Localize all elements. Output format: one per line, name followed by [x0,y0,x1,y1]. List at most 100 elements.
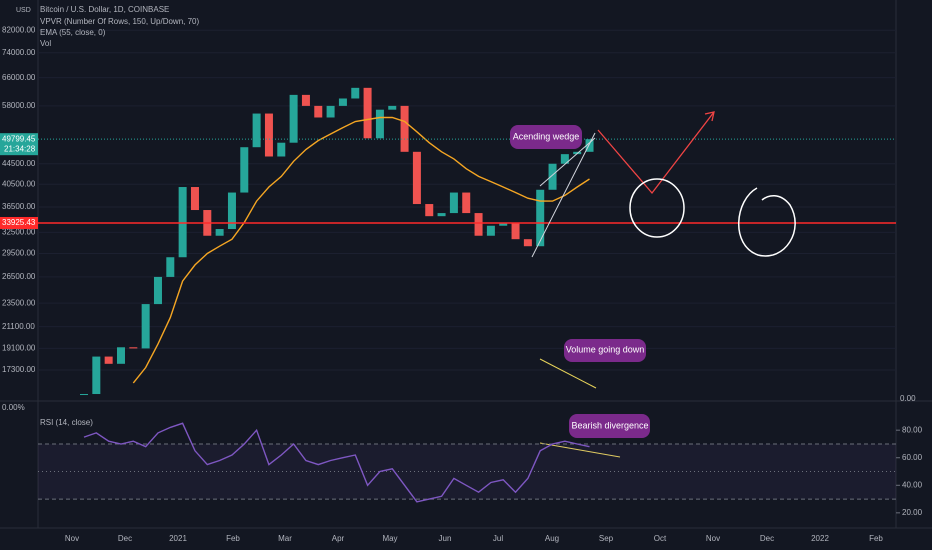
annotation: Acending wedge [513,131,580,141]
candle [264,113,273,157]
x-tick-label: Feb [226,534,240,543]
x-tick-label: Dec [118,534,132,543]
level-tag [0,216,38,229]
candle [449,192,458,214]
y-tick-label: 82000.00 [2,25,36,34]
x-tick-label: Dec [760,534,774,543]
annotation-bubble [569,414,650,438]
annotation-bubble [510,125,582,149]
y-tick-label: 40500.00 [2,179,36,188]
candle [80,394,88,396]
x-tick-label: 2022 [811,534,829,543]
candle [116,347,125,364]
y-tick-label: 29500.00 [2,249,36,258]
candle [289,94,298,143]
candle [92,356,101,395]
candle [388,105,397,110]
candle [240,147,249,193]
candle [486,225,495,236]
annotation-bubble [564,339,646,362]
candle [190,187,199,211]
wedge-line [539,137,596,187]
candle [585,139,594,152]
candle [129,347,138,349]
countdown: 21:34:28 [4,144,36,153]
circle-drawing [738,187,796,257]
indicator-label: VPVR (Number Of Rows, 150, Up/Down, 70) [40,17,200,26]
candle [425,204,434,217]
candle [314,105,323,118]
y-tick-label: 26500.00 [2,272,36,281]
y-tick-label: 36500.00 [2,202,36,211]
candle [363,87,372,139]
rsi-tick-label: 40.00 [902,480,923,489]
last-price-tag [0,133,38,156]
x-tick-label: Sep [599,534,614,543]
indicator-label: Vol [40,39,51,48]
candle [400,105,409,152]
ema-line [132,116,590,384]
y-tick-label: 58000.00 [2,101,36,110]
candle [215,229,224,236]
x-tick-label: Feb [869,534,883,543]
y-tick-label: 23500.00 [2,298,36,307]
percent-label: 0.00% [2,403,25,412]
candle [153,276,162,305]
x-tick-label: May [382,534,397,543]
x-tick-label: Mar [278,534,292,543]
candle [474,213,483,236]
level-label: 33925.43 [2,218,36,227]
x-tick-label: Nov [706,534,720,543]
projection-arrow [597,111,715,195]
wedge-line [531,132,596,258]
candle [326,105,335,118]
candle [166,257,175,277]
candle [277,142,286,157]
y-tick-label: 44500.00 [2,159,36,168]
circle-drawing [629,178,685,238]
x-tick-label: Jun [439,534,452,543]
candle [178,187,187,258]
rsi-title: RSI (14, close) [40,418,93,427]
candle [301,94,310,106]
x-tick-label: 2021 [169,534,187,543]
y-tick-label: 32500.00 [2,227,36,236]
candle [499,222,508,226]
candle [462,192,471,214]
candle [412,151,421,205]
y-tick-label: 17300.00 [2,365,36,374]
y-tick-label: 19100.00 [2,344,36,353]
candle [227,192,236,230]
candle [338,98,347,106]
annotation: Volume going down [566,344,645,354]
volume-axis-label: 0.00 [900,394,916,403]
price-pane [38,29,896,396]
rsi-tick-label: 20.00 [902,508,923,517]
rsi-tick-label: 80.00 [902,425,923,434]
x-tick-label: Aug [545,534,559,543]
candle [523,239,532,247]
candle [252,113,261,148]
candle [548,163,557,190]
symbol-title: Bitcoin / U.S. Dollar, 1D, COINBASE [40,5,169,14]
candle [560,154,569,164]
y-tick-label: 21100.00 [2,322,35,331]
annotation: Bearish divergence [571,420,648,430]
x-tick-label: Jul [493,534,503,543]
candle [511,222,520,240]
drawings [510,111,796,458]
candle [536,189,545,247]
candle [104,356,113,364]
volume-trend-line [539,358,597,389]
indicator-label: EMA (55, close, 0) [40,28,106,37]
rsi-tick-label: 60.00 [902,453,923,462]
rsi-line [83,422,590,503]
arrow-head [704,111,715,122]
y-tick-label: 74000.00 [2,48,36,57]
currency: USD [16,7,31,14]
y-tick-label: 66000.00 [2,73,36,82]
candle [351,87,360,99]
